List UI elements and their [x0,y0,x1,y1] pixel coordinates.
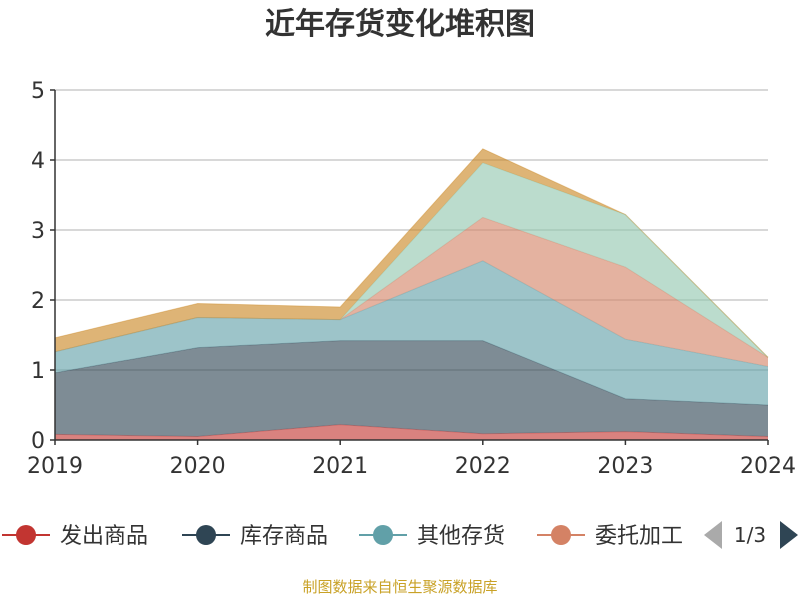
x-tick-label: 2022 [455,454,511,479]
area-series-5 [55,162,768,358]
y-tick-label: 0 [31,429,45,454]
triangle-left-icon[interactable] [704,521,722,549]
area-series-1 [55,424,768,440]
legend-item-1[interactable]: 发出商品 [2,524,148,549]
x-tick-label: 2024 [740,454,796,479]
x-tick-label: 2020 [170,454,226,479]
legend-marker [551,525,571,545]
y-tick-label: 1 [31,359,45,384]
y-tick-label: 4 [31,149,45,174]
area-series-7 [55,148,768,358]
legend-marker [16,525,36,545]
area-series [54,148,769,440]
legend-item-3[interactable]: 其他存货 [359,524,505,549]
area-series-2 [55,340,768,437]
data-source-note: 制图数据来自恒生聚源数据库 [302,578,498,596]
legend-item-4[interactable]: 委托加工 [537,524,683,549]
y-tick-label: 5 [31,79,45,104]
legend-page-indicator: 1/3 [734,523,766,547]
legend-item-2[interactable]: 库存商品 [182,524,328,549]
triangle-right-icon[interactable] [780,521,798,549]
legend-label: 其他存货 [417,524,505,549]
legend-label: 发出商品 [60,524,148,549]
legend-marker [373,525,393,545]
chart-title: 近年存货变化堆积图 [265,7,535,42]
area-series-4 [55,217,768,367]
legend-marker [196,525,216,545]
y-tick-label: 2 [31,289,45,314]
x-tick-label: 2021 [312,454,368,479]
legend: 发出商品 库存商品 其他存货 委托加工 [2,524,683,549]
axes: 0 1 2 3 4 5 2019 2020 2021 2022 2023 2024 [27,79,796,479]
legend-pager: 1/3 [704,521,798,549]
legend-label: 委托加工 [595,524,683,549]
x-tick-label: 2023 [597,454,653,479]
area-series-line-7 [54,148,769,358]
x-tick-label: 2019 [27,454,83,479]
y-tick-label: 3 [31,219,45,244]
legend-label: 库存商品 [240,524,328,549]
area-series-3 [55,260,768,405]
